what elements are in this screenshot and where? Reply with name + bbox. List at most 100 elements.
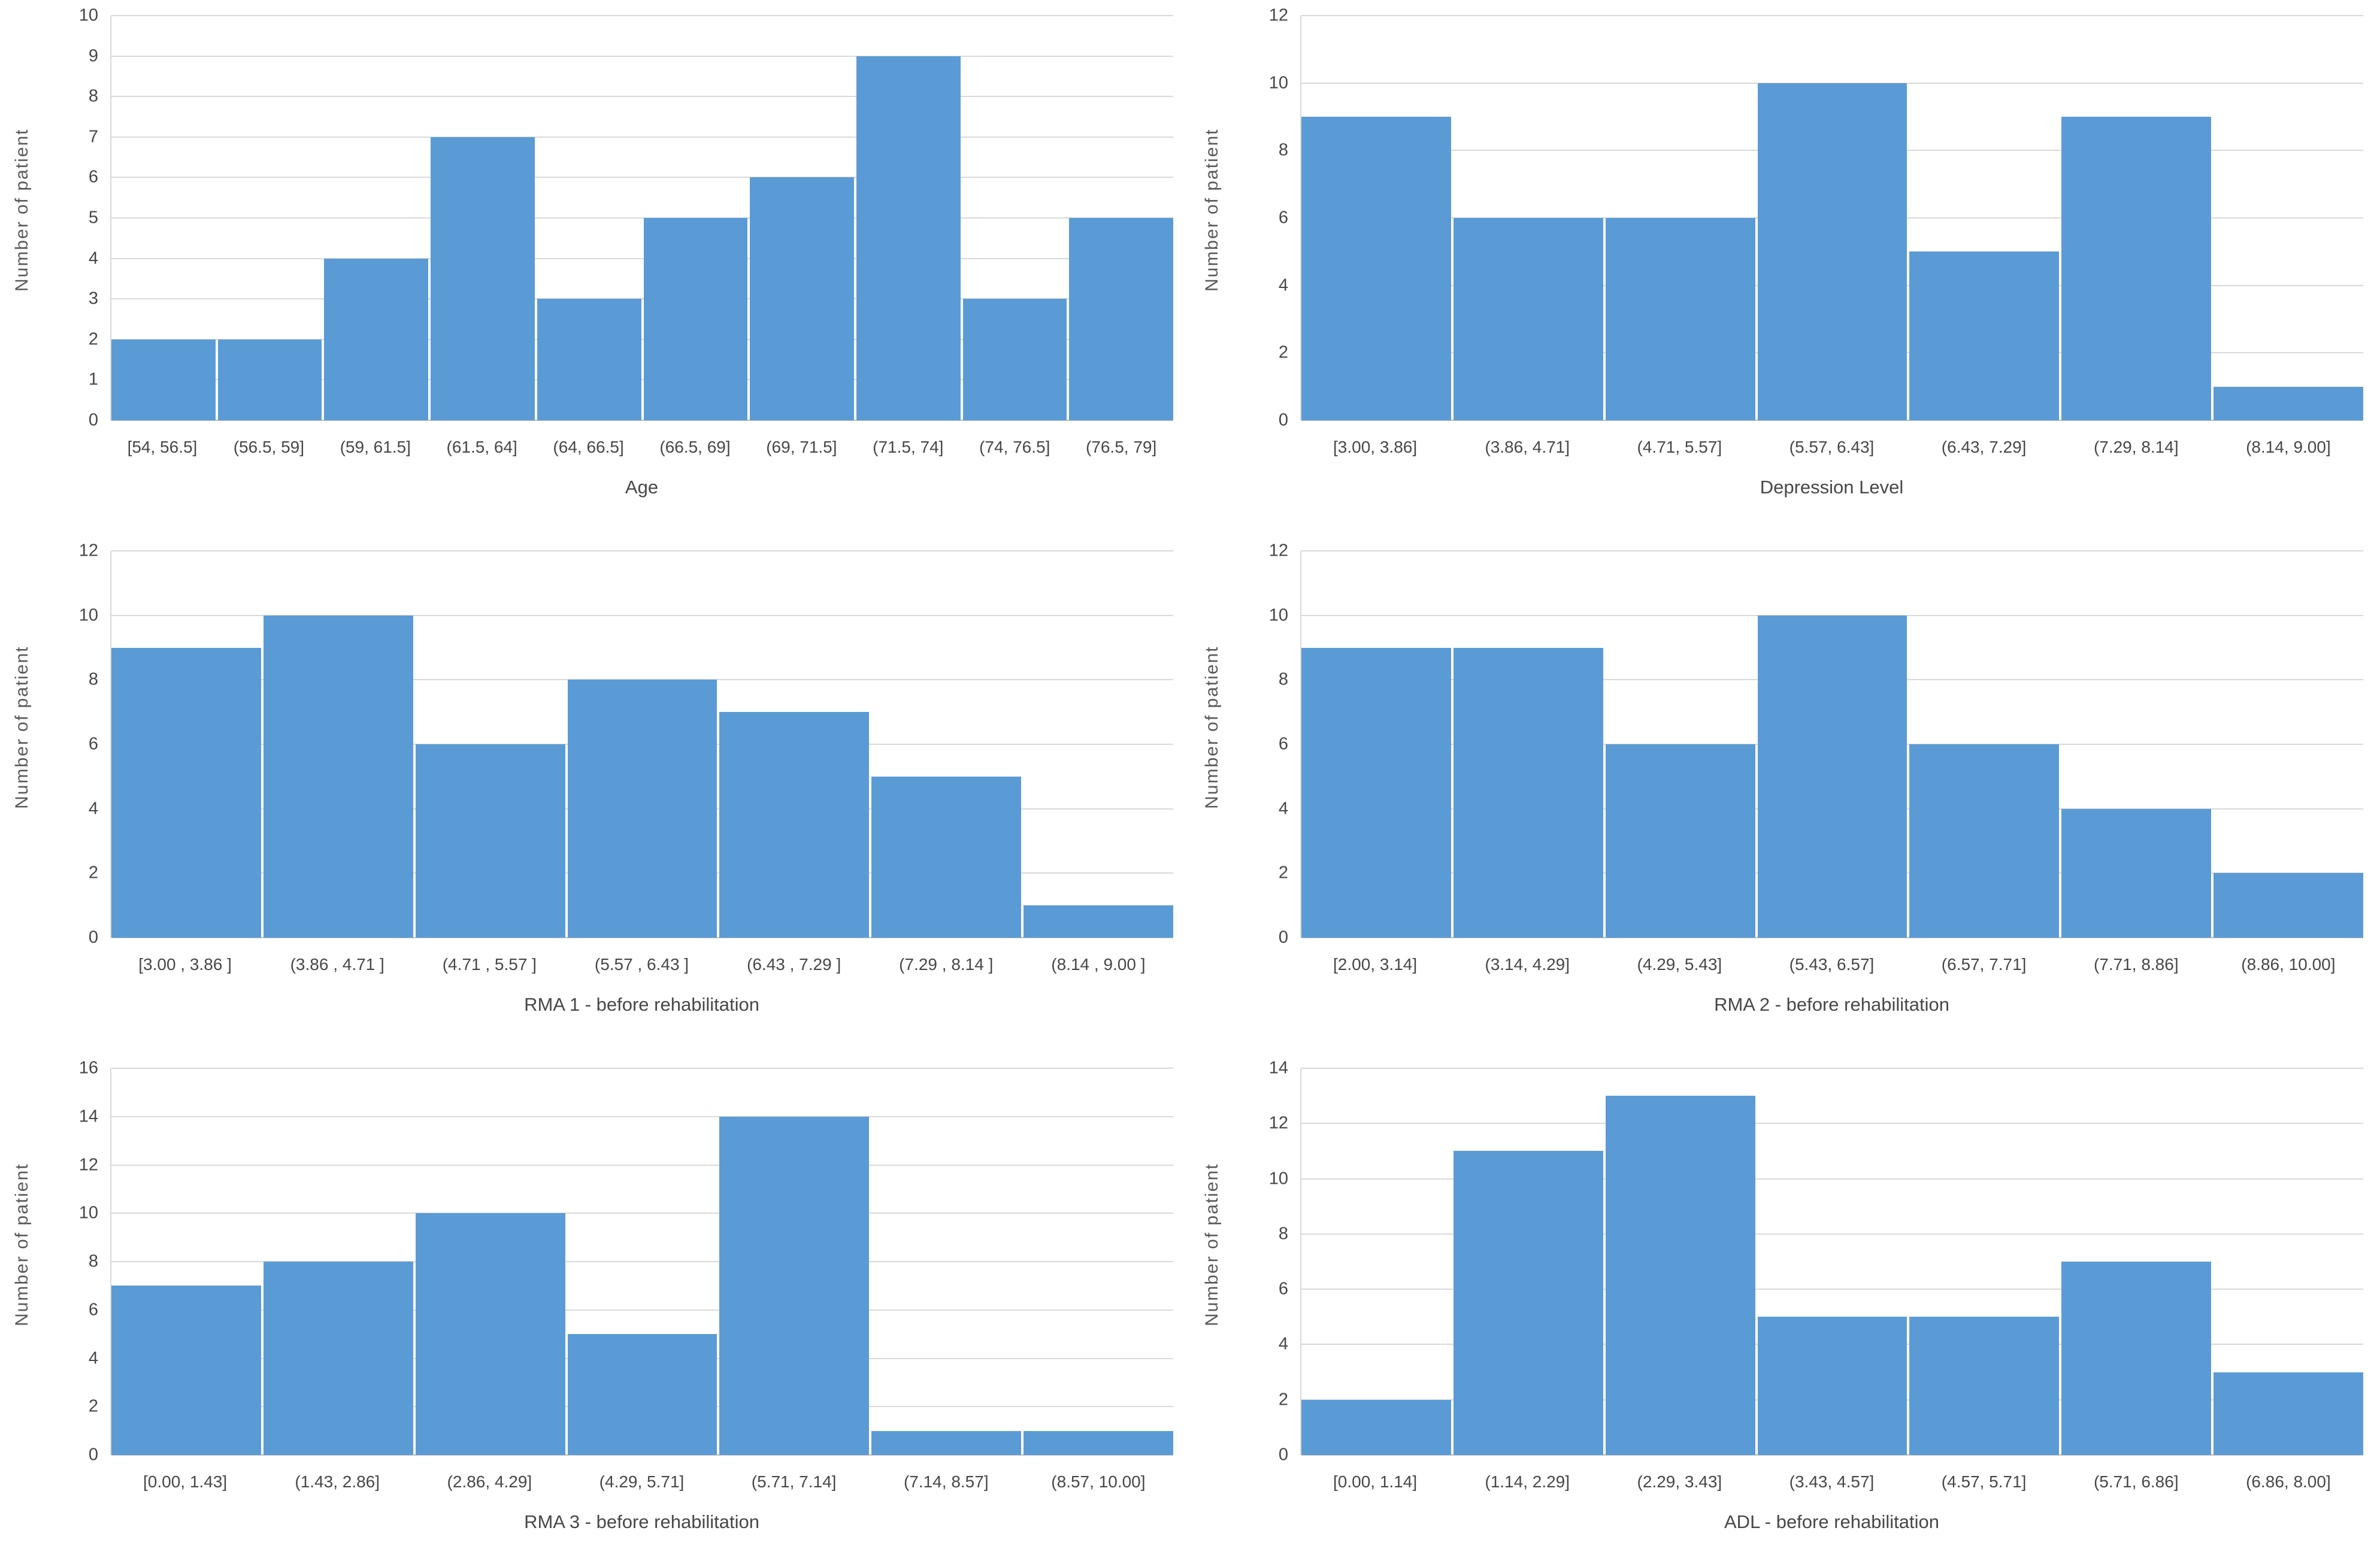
y-tick-label: 4 — [88, 248, 98, 268]
plot-area — [110, 550, 1174, 938]
y-tick-label: 14 — [78, 1107, 98, 1126]
y-tick-label: 8 — [88, 1251, 98, 1271]
y-axis-ticks: 0 2 4 6 8 10 12 — [1230, 7, 1300, 429]
x-tick-label: (4.57, 5.71] — [1941, 1472, 2027, 1491]
y-tick-label: 12 — [78, 1155, 98, 1174]
gridline — [111, 55, 1173, 57]
y-tick-label: 8 — [1278, 669, 1288, 689]
x-tick-label: (1.14, 2.29] — [1485, 1472, 1570, 1491]
y-tick-label: 6 — [88, 167, 98, 187]
histogram-bar — [567, 1334, 717, 1455]
gridline — [111, 15, 1173, 16]
x-axis-ticks: [2.00, 3.14] (3.14, 4.29] (4.29, 5.43] (5.4… — [1300, 938, 2363, 983]
x-tick-label: (3.14, 4.29] — [1485, 955, 1570, 974]
y-tick-label: 12 — [1268, 541, 1288, 560]
y-tick-label: 10 — [1268, 1169, 1288, 1189]
y-axis-ticks: 0 2 4 6 8 10 12 — [40, 542, 110, 946]
y-tick-label: 3 — [88, 289, 98, 308]
histogram-bar — [719, 1116, 870, 1455]
gridline — [111, 1164, 1173, 1166]
histogram-bar — [871, 1430, 1022, 1455]
bars-group — [1301, 1068, 2364, 1455]
y-axis-title: Number of patient — [1202, 645, 1222, 810]
gridline — [111, 1212, 1173, 1214]
x-tick-label: (76.5, 79] — [1085, 438, 1157, 456]
histogram-bar — [217, 339, 322, 420]
histogram-bar — [1453, 1151, 1603, 1455]
x-tick-label: (69, 71.5] — [766, 438, 837, 456]
y-tick-label: 1 — [88, 369, 98, 389]
gridline — [111, 1261, 1173, 1262]
histogram-bar — [719, 712, 870, 938]
y-tick-label: 2 — [88, 1396, 98, 1416]
y-axis-title: Number of patient — [12, 645, 32, 810]
chart-rma2-before-rehabilitation: Number of patient 0 2 4 6 8 10 12 [2.00, 3.14]… — [1190, 517, 2380, 1035]
x-tick-label: (6.43, 7.29] — [1941, 438, 2027, 456]
x-tick-label: (1.43, 2.86] — [295, 1472, 380, 1491]
histogram-bar — [1909, 251, 2060, 420]
x-axis-ticks: [54, 56.5] (56.5, 59] (59, 61.5] (61.5, 64]… — [110, 420, 1173, 466]
y-tick-label: 16 — [78, 1058, 98, 1078]
y-tick-label: 10 — [78, 5, 98, 25]
histogram-bar — [871, 776, 1022, 938]
histogram-bar — [1605, 744, 1755, 938]
y-tick-label: 4 — [1278, 799, 1288, 819]
gridline — [111, 550, 1173, 551]
x-tick-label: (6.43 , 7.29 ] — [747, 955, 841, 974]
x-tick-label: [0.00, 1.14] — [1333, 1472, 1418, 1491]
chart-rma3-before-rehabilitation: Number of patient 0 2 4 6 8 10 12 14 16 [0.00, 1… — [0, 1035, 1190, 1552]
histogram-bar — [643, 218, 748, 420]
bars-group — [111, 16, 1174, 420]
y-tick-label: 8 — [88, 86, 98, 106]
y-tick-label: 6 — [1278, 1279, 1288, 1299]
y-tick-label: 8 — [88, 669, 98, 689]
histogram-bar — [750, 177, 854, 420]
x-tick-label: (7.71, 8.86] — [2093, 955, 2179, 974]
x-tick-label: (74, 76.5] — [979, 438, 1050, 456]
histogram-bar — [1301, 1399, 1451, 1455]
y-tick-label: 6 — [88, 1300, 98, 1320]
histogram-bar — [2061, 1262, 2212, 1455]
bars-group — [111, 551, 1174, 938]
histogram-bar — [415, 744, 565, 938]
histogram-bar — [1301, 647, 1451, 938]
histogram-bar — [111, 1286, 261, 1455]
histogram-bar — [1757, 1317, 1907, 1455]
gridline — [111, 298, 1173, 300]
y-axis-title: Number of patient — [12, 1163, 32, 1327]
histogram-bar — [2214, 1372, 2364, 1455]
y-tick-label: 2 — [1278, 1390, 1288, 1409]
y-axis-ticks: 0 2 4 6 8 10 12 14 — [1230, 1059, 1300, 1463]
plot-area — [110, 15, 1174, 421]
y-tick-label: 6 — [1278, 208, 1288, 228]
x-tick-label: (6.86, 8.00] — [2246, 1472, 2331, 1491]
gridline — [111, 177, 1173, 178]
x-axis-line — [1301, 1454, 2363, 1456]
histogram-bar — [1453, 647, 1603, 938]
y-tick-label: 0 — [1278, 1445, 1288, 1465]
plot-area — [1300, 550, 2364, 938]
y-tick-label: 6 — [88, 734, 98, 754]
gridline — [111, 379, 1173, 381]
x-tick-label: (4.29, 5.71] — [599, 1472, 685, 1491]
histogram-bar — [1453, 218, 1603, 420]
histogram-bar — [2214, 873, 2364, 938]
y-tick-label: 0 — [1278, 927, 1288, 947]
gridline — [1301, 1123, 2363, 1124]
y-tick-label: 0 — [88, 1445, 98, 1465]
x-tick-label: (6.57, 7.71] — [1941, 955, 2027, 974]
x-axis-title: RMA 3 - before rehabilitation — [524, 1511, 759, 1532]
histogram-bar — [1605, 1096, 1755, 1455]
histogram-bar — [1301, 117, 1451, 420]
x-axis-title: ADL - before rehabilitation — [1724, 1511, 1939, 1532]
gridline — [1301, 550, 2363, 551]
histogram-bar — [431, 137, 535, 420]
y-axis-ticks: 0 2 4 6 8 10 12 — [1230, 542, 1300, 946]
x-tick-label: (8.86, 10.00] — [2241, 955, 2336, 974]
x-axis-line — [111, 937, 1173, 938]
y-axis-title: Number of patient — [1202, 128, 1222, 292]
x-axis-line — [1301, 420, 2363, 421]
plot-area — [110, 1068, 1174, 1456]
y-tick-label: 12 — [1268, 5, 1288, 25]
y-tick-label: 0 — [88, 927, 98, 947]
